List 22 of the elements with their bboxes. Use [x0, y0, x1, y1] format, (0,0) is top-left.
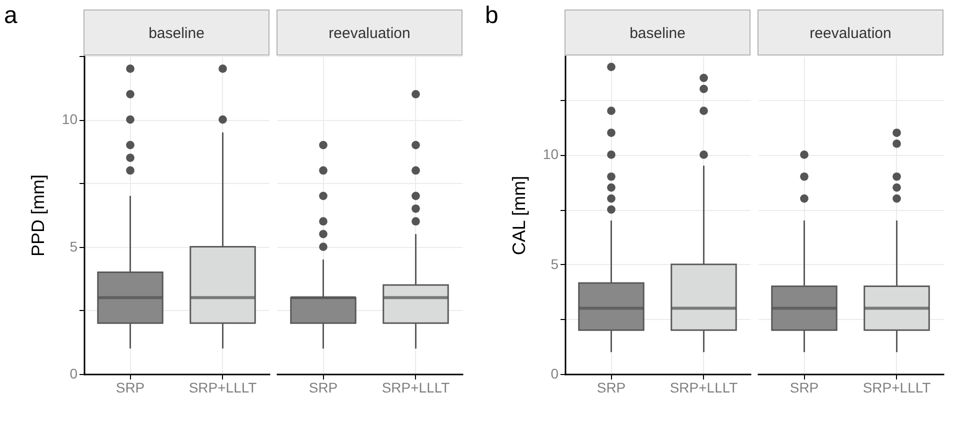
- x-tick-label: SRP+LLLT: [188, 380, 258, 396]
- x-tick-label: SRP+LLLT: [670, 380, 738, 396]
- x-tick-label: SRP: [790, 380, 819, 396]
- x-tick-label: SRP: [596, 380, 626, 396]
- x-tick-label: SRP: [116, 380, 145, 396]
- y-tick-label: 0: [70, 366, 78, 382]
- y-axis-title: CAL [mm]: [508, 176, 529, 256]
- x-tick-label: SRP+LLLT: [862, 380, 932, 396]
- chart-title: baseline: [630, 25, 686, 42]
- text: a: [4, 2, 18, 29]
- y-tick-label: 10: [542, 146, 559, 162]
- chart-title: reevaluation: [810, 25, 892, 42]
- y-tick-label: 10: [62, 111, 78, 128]
- y-axis-title: PPD [mm]: [28, 174, 48, 257]
- y-tick-label: 5: [70, 238, 78, 254]
- x-tick-label: SRP: [308, 380, 338, 396]
- text: b: [485, 2, 498, 29]
- chart-title: reevaluation: [328, 25, 410, 42]
- y-tick-label: 5: [550, 256, 559, 272]
- y-tick-label: 0: [550, 366, 559, 382]
- x-tick-label: SRP+LLLT: [382, 380, 450, 396]
- chart-title: baseline: [148, 25, 204, 42]
